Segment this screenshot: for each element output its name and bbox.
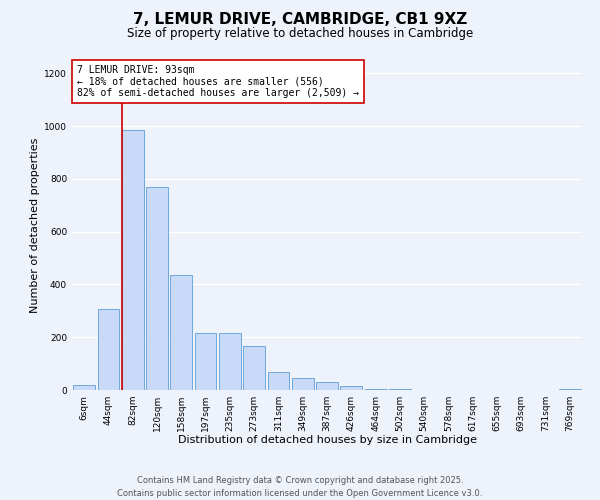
Bar <box>292 378 314 390</box>
Y-axis label: Number of detached properties: Number of detached properties <box>30 138 40 312</box>
Text: 7, LEMUR DRIVE, CAMBRIDGE, CB1 9XZ: 7, LEMUR DRIVE, CAMBRIDGE, CB1 9XZ <box>133 12 467 28</box>
Bar <box>365 388 386 390</box>
Bar <box>268 372 289 390</box>
Text: Contains HM Land Registry data © Crown copyright and database right 2025.
Contai: Contains HM Land Registry data © Crown c… <box>118 476 482 498</box>
Bar <box>316 382 338 390</box>
Bar <box>340 386 362 390</box>
Bar <box>73 384 95 390</box>
Bar <box>559 389 581 390</box>
Text: Size of property relative to detached houses in Cambridge: Size of property relative to detached ho… <box>127 28 473 40</box>
Bar <box>122 130 143 390</box>
Bar <box>194 333 217 390</box>
Bar <box>146 186 168 390</box>
Bar <box>97 310 119 390</box>
Bar <box>243 346 265 390</box>
Bar <box>170 275 192 390</box>
Text: 7 LEMUR DRIVE: 93sqm
← 18% of detached houses are smaller (556)
82% of semi-deta: 7 LEMUR DRIVE: 93sqm ← 18% of detached h… <box>77 65 359 98</box>
Bar <box>219 333 241 390</box>
X-axis label: Distribution of detached houses by size in Cambridge: Distribution of detached houses by size … <box>178 436 476 446</box>
